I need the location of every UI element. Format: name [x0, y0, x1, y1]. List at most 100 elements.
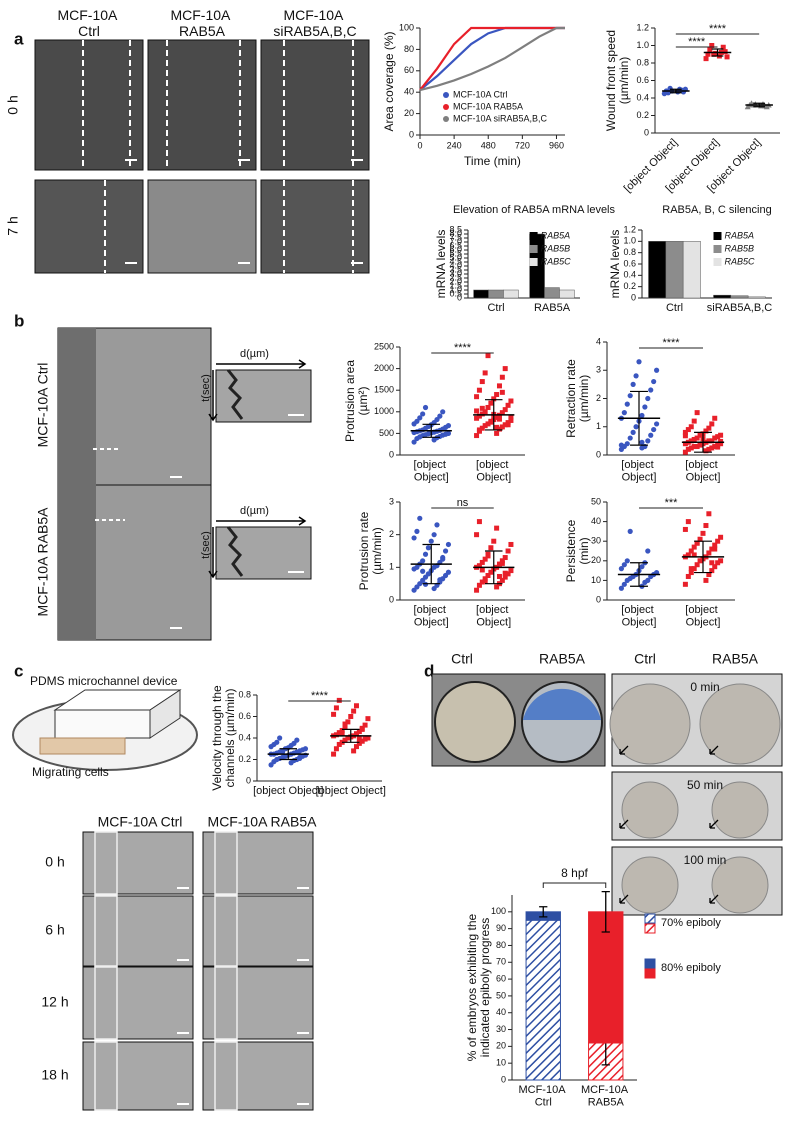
point [502, 574, 508, 580]
significance-label: **** [709, 23, 727, 35]
point [630, 381, 636, 387]
y-tick-label: 80 [404, 44, 414, 54]
row-label: 0 h [45, 854, 64, 870]
point [682, 429, 688, 435]
x-tick-label: [object Object] [414, 604, 449, 629]
bar [559, 289, 575, 299]
micrograph [260, 39, 370, 171]
point [688, 548, 694, 554]
x-tick-label: [object Object] [476, 459, 511, 484]
point [494, 392, 500, 398]
point [494, 525, 500, 531]
point [485, 553, 491, 559]
row-label: 0 h [5, 95, 21, 114]
channel-array [214, 1041, 238, 1111]
bracket [542, 882, 607, 888]
point [353, 731, 359, 737]
time-label: 50 min [687, 778, 723, 792]
point [627, 435, 633, 441]
point [277, 735, 283, 741]
point [508, 541, 514, 547]
x-tick-label: Ctrl [666, 302, 683, 314]
micrograph [202, 831, 314, 895]
legend-marker [443, 92, 449, 98]
point [508, 568, 514, 574]
point [445, 430, 452, 436]
kymo-x-label: d(µm) [240, 505, 269, 517]
y-tick-label: 2 [596, 393, 601, 403]
x-tick-label: [object Object] [685, 459, 720, 484]
point [508, 398, 514, 404]
error-bar [601, 890, 610, 933]
point [339, 727, 345, 733]
point [331, 751, 337, 757]
bar-segment [588, 911, 624, 1044]
legend-swatch [644, 913, 656, 924]
error-bar [694, 431, 712, 453]
point [365, 716, 371, 722]
legend-label: MCF-10A siRAB5A,B,C [453, 113, 548, 123]
point [417, 415, 423, 421]
column-header: MCF-10A siRAB5A,B,C [273, 7, 356, 39]
y-tick-label: 20 [496, 1041, 506, 1051]
channel-array [214, 831, 238, 895]
y-tick-label: 30 [496, 1024, 506, 1034]
point [718, 438, 724, 444]
y-tick-label: 0.5 [449, 288, 462, 298]
series-line [419, 26, 565, 92]
panel-label: c [14, 661, 23, 680]
point [445, 569, 452, 575]
point [479, 379, 485, 385]
point [709, 438, 715, 444]
bar [682, 241, 701, 299]
point [274, 739, 280, 745]
point [712, 444, 718, 450]
y-tick-label: 1.0 [623, 236, 636, 246]
arrow [619, 894, 629, 904]
point [414, 528, 420, 535]
point [297, 755, 303, 762]
point [706, 446, 712, 452]
point [715, 444, 721, 450]
cell-edge [58, 328, 96, 640]
point [279, 749, 286, 755]
point [502, 555, 508, 561]
point [722, 49, 728, 55]
point [414, 418, 420, 424]
point [302, 746, 309, 752]
point [411, 535, 417, 541]
point [420, 411, 426, 417]
legend-label: RAB5B [725, 243, 755, 253]
point [494, 414, 500, 420]
x-tick-label: 480 [481, 140, 496, 150]
legend-swatch [529, 232, 538, 240]
point [706, 438, 712, 444]
point [485, 353, 491, 359]
point [485, 573, 491, 578]
y-tick-label: 0 [596, 594, 601, 604]
x-tick-label: [object Object] [476, 604, 511, 629]
y-tick-label: 2.0 [449, 276, 462, 286]
point [362, 736, 368, 742]
chart-title: RAB5A, B, C silencing [662, 204, 771, 216]
y-axis-label: Protrusion area [343, 360, 357, 442]
y-tick-label: 0.4 [636, 92, 649, 102]
point [621, 581, 627, 587]
micrograph [202, 895, 314, 967]
y-tick-label: 0 [457, 292, 462, 302]
point [345, 719, 351, 725]
y-tick-label: 60 [404, 65, 414, 75]
point [724, 54, 730, 60]
point [707, 47, 713, 53]
point [479, 405, 485, 411]
point [718, 432, 724, 438]
time-label: 0 min [690, 680, 719, 694]
point [712, 542, 718, 548]
point [482, 370, 488, 376]
error-bar [422, 543, 440, 585]
legend-label: MCF-10A RAB5A [453, 101, 523, 111]
point [694, 435, 700, 441]
point [709, 445, 715, 451]
error-bar [630, 562, 648, 587]
legend-label: RAB5B [541, 243, 571, 253]
